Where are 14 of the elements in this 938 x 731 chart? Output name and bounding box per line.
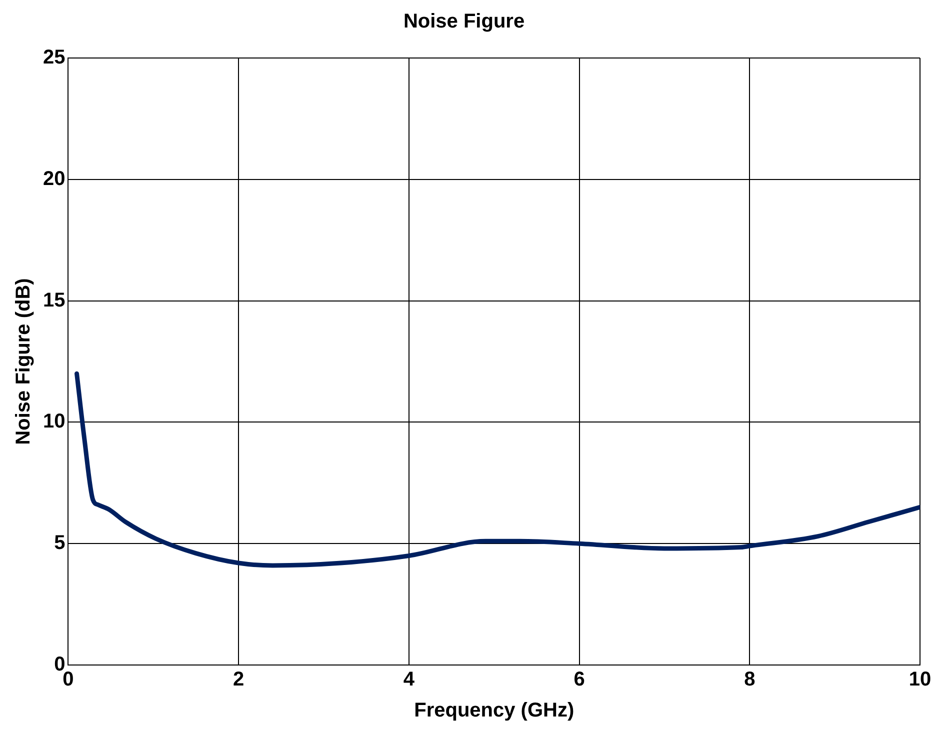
x-tick-label: 4 <box>403 668 416 691</box>
x-tick-label: 10 <box>908 668 932 691</box>
y-axis-title: Noise Figure (dB) <box>12 278 35 445</box>
x-tick-label: 2 <box>233 668 244 691</box>
y-tick-label: 15 <box>42 289 66 312</box>
line-series <box>74 371 920 568</box>
y-tick-label: 20 <box>42 168 66 190</box>
x-tick-label: 6 <box>574 668 585 691</box>
x-tick-label: 8 <box>744 668 756 691</box>
chart-title: Noise Figure <box>403 10 525 33</box>
x-axis-title: Frequency (GHz) <box>414 700 574 722</box>
y-tick-label: 5 <box>54 532 66 554</box>
y-tick-label: 10 <box>42 410 66 433</box>
y-tick-label: 25 <box>42 46 66 69</box>
